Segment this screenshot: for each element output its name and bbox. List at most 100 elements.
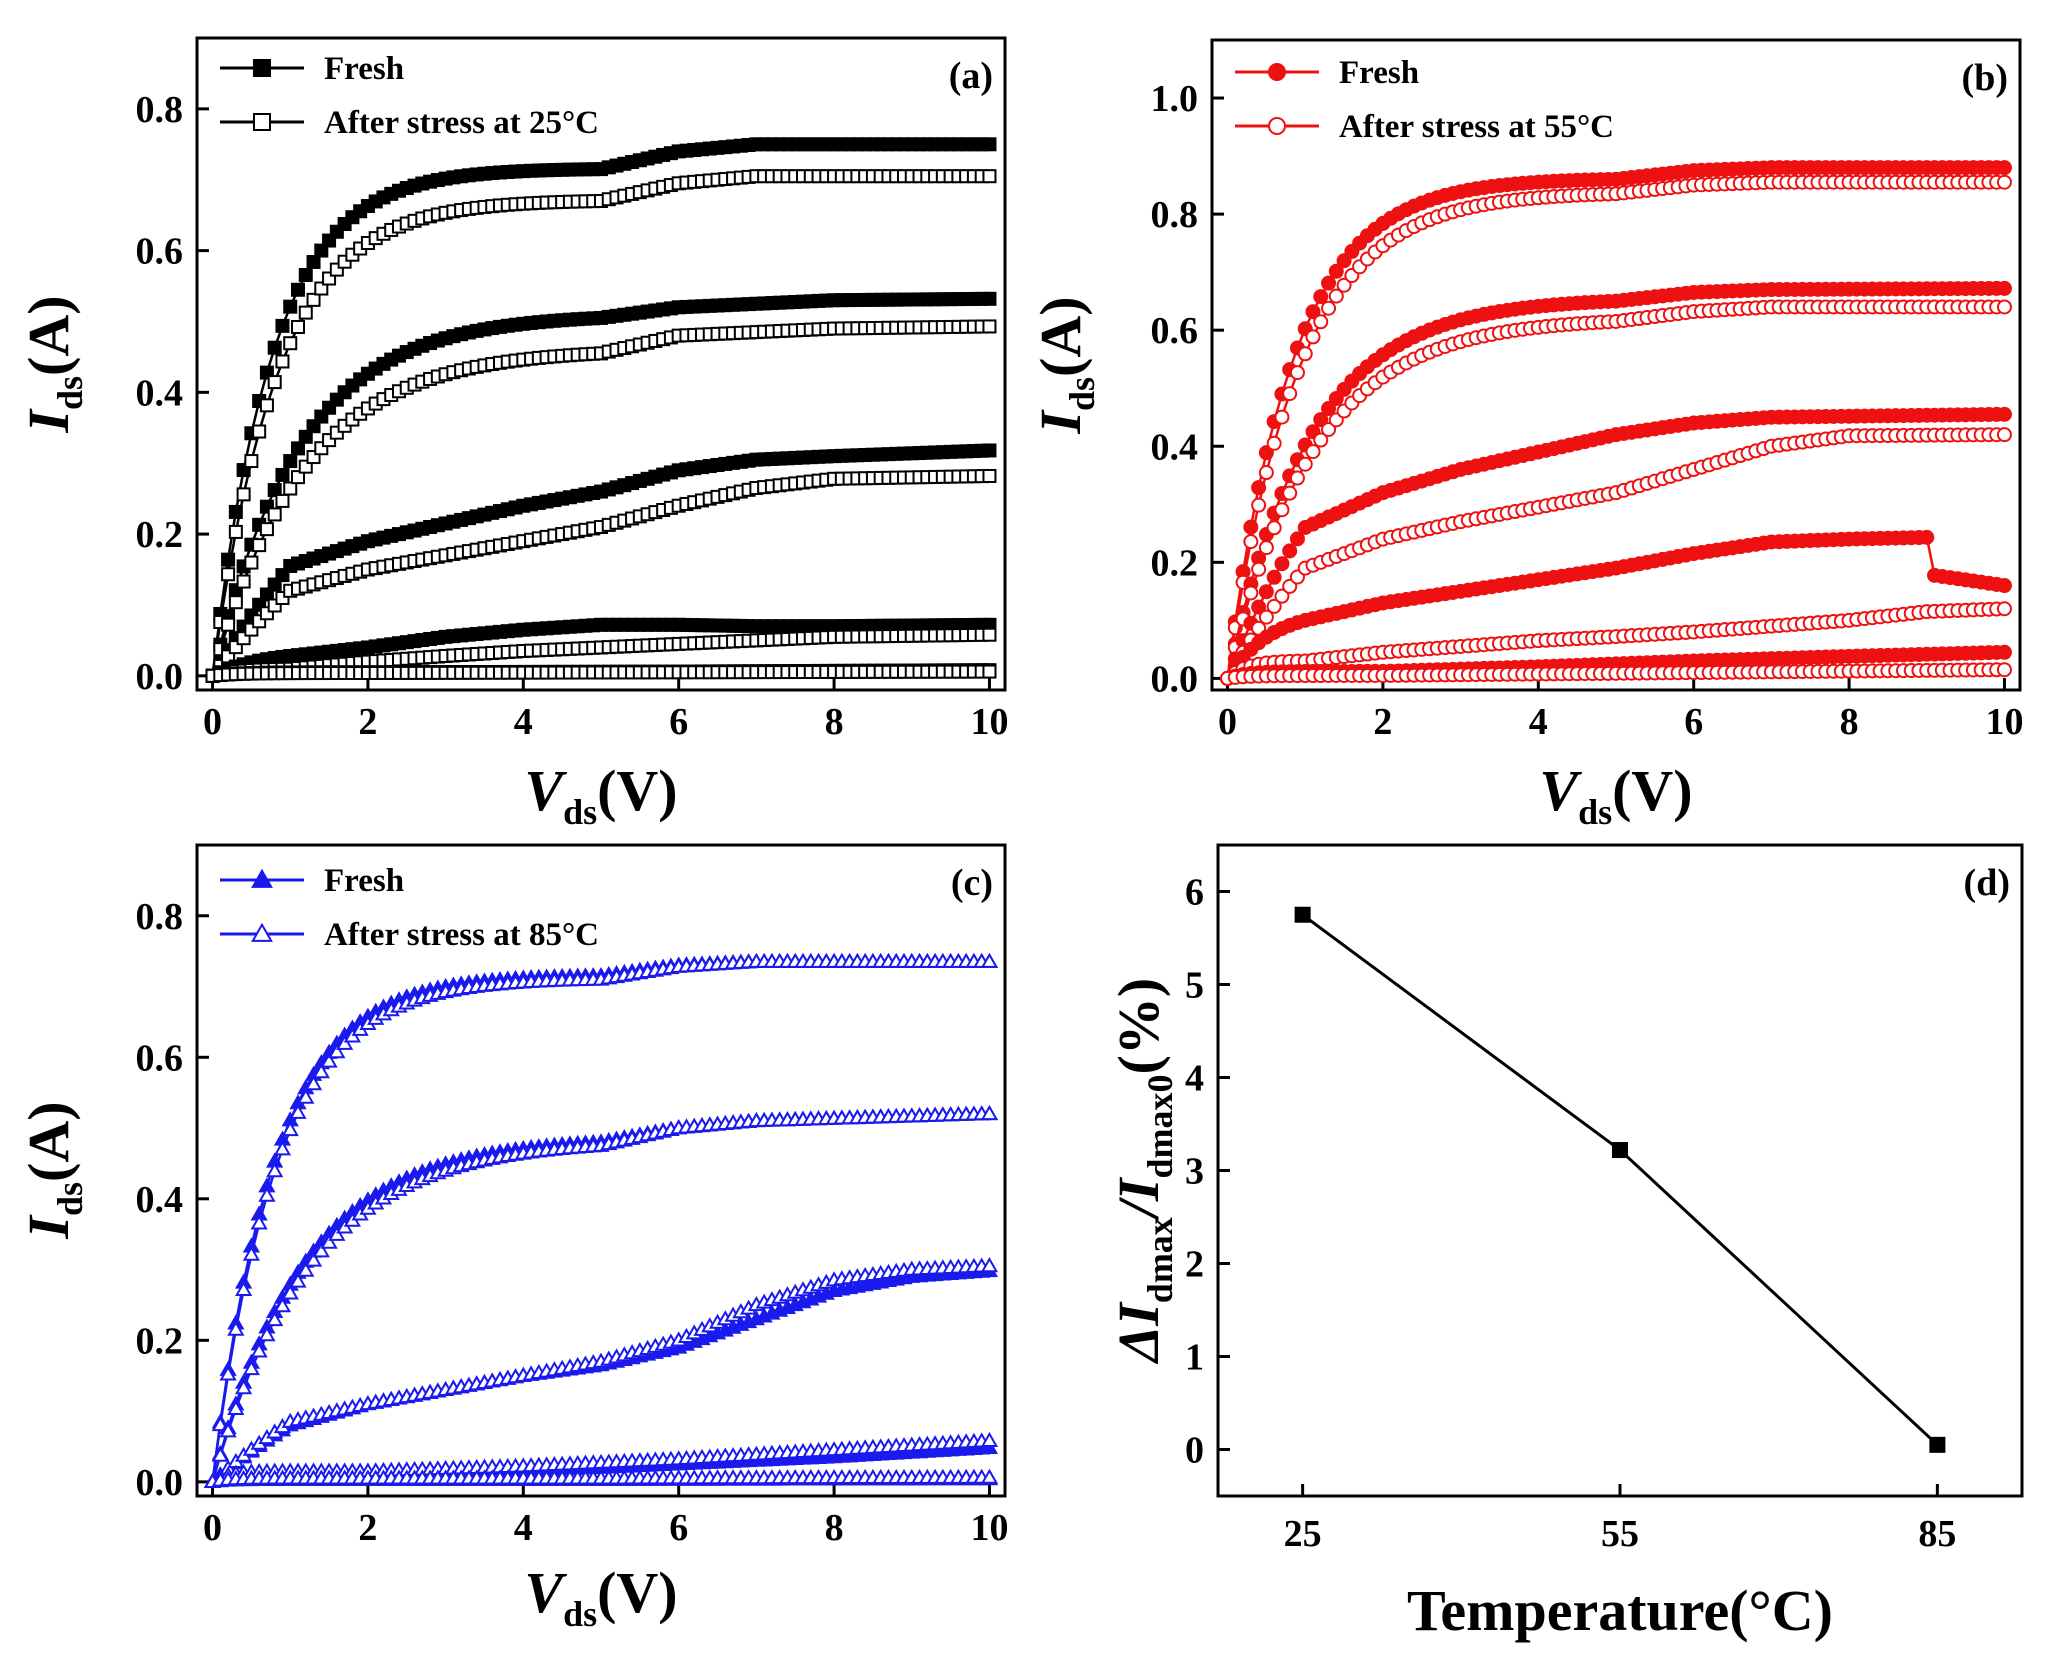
data-point bbox=[1266, 569, 1282, 585]
data-point bbox=[304, 1251, 323, 1267]
data-point bbox=[982, 169, 997, 184]
x-tick-label: 2 bbox=[358, 701, 377, 743]
data-point bbox=[1321, 421, 1337, 437]
x-tick-label: 0 bbox=[203, 1507, 222, 1549]
data-point bbox=[1996, 174, 2012, 190]
legend-label: Fresh bbox=[324, 863, 404, 899]
data-point bbox=[328, 1225, 346, 1241]
data-point bbox=[1996, 406, 2012, 422]
data-point bbox=[1313, 289, 1329, 305]
legend-item: Fresh bbox=[220, 51, 404, 87]
panel-b-chart: 0 2 4 6 8 10 0.0 0.2 0.4 0.6 0.8 1.0 Fresh After stre… bbox=[1028, 38, 2023, 832]
data-point bbox=[1305, 304, 1321, 320]
y-tick-label: 0.6 bbox=[136, 1037, 184, 1079]
data-point bbox=[1289, 531, 1305, 547]
series-line bbox=[211, 960, 990, 1482]
data-point bbox=[1274, 502, 1290, 518]
data-point bbox=[242, 1360, 261, 1376]
series-line bbox=[211, 174, 990, 676]
data-point bbox=[1336, 277, 1352, 293]
data-point bbox=[259, 522, 274, 537]
series-curve bbox=[203, 1257, 999, 1489]
panel-c-x-axis-label: Vds(V) bbox=[524, 1560, 677, 1634]
data-point bbox=[1243, 585, 1259, 601]
data-point bbox=[1996, 662, 2012, 678]
data-point bbox=[291, 282, 305, 297]
data-point bbox=[1258, 465, 1274, 481]
series-curve bbox=[1220, 299, 2012, 686]
data-point bbox=[1996, 280, 2012, 296]
y-tick-label: 0.8 bbox=[136, 896, 184, 938]
data-point bbox=[234, 1379, 253, 1395]
series-curve bbox=[203, 952, 999, 1489]
data-point bbox=[982, 291, 997, 306]
data-point bbox=[1612, 1142, 1628, 1159]
panel-b-label: (b) bbox=[1962, 57, 2008, 99]
y-tick-label: 0.2 bbox=[136, 514, 184, 556]
data-point bbox=[1251, 599, 1267, 615]
data-point bbox=[281, 1120, 299, 1137]
legend-label: After stress at 85°C bbox=[324, 917, 599, 953]
data-point bbox=[1282, 543, 1298, 559]
data-point bbox=[1919, 529, 1935, 545]
data-point bbox=[250, 1214, 268, 1230]
data-point bbox=[982, 443, 997, 458]
x-tick-label: 10 bbox=[1985, 701, 2023, 743]
x-tick-label: 8 bbox=[1840, 701, 1859, 743]
y-tick-label: 0 bbox=[1185, 1430, 1204, 1472]
series-curve bbox=[205, 291, 997, 683]
data-point bbox=[283, 454, 298, 469]
y-tick-label: 0.2 bbox=[136, 1320, 184, 1362]
series-curve bbox=[1220, 601, 2012, 686]
data-point bbox=[283, 336, 298, 351]
legend-label: After stress at 55°C bbox=[1339, 109, 1614, 145]
data-point bbox=[1251, 561, 1267, 577]
data-point bbox=[1258, 540, 1274, 556]
data-point bbox=[227, 1399, 245, 1415]
y-tick-label: 4 bbox=[1185, 1058, 1204, 1100]
series-curve bbox=[205, 664, 997, 683]
x-tick-label: 55 bbox=[1601, 1513, 1639, 1555]
panel-c-frame bbox=[195, 843, 1007, 1498]
legend-marker bbox=[1268, 63, 1286, 81]
y-tick-label: 6 bbox=[1185, 872, 1204, 914]
data-point bbox=[1996, 644, 2012, 660]
legend-label: After stress at 25°C bbox=[324, 105, 599, 141]
data-point bbox=[1313, 314, 1329, 330]
data-point bbox=[275, 318, 290, 333]
data-point bbox=[1289, 470, 1305, 486]
x-tick-label: 0 bbox=[1218, 701, 1237, 743]
y-tick-label: 1 bbox=[1185, 1337, 1204, 1379]
data-point bbox=[1243, 534, 1259, 550]
series-curve bbox=[203, 1104, 999, 1489]
data-point bbox=[266, 1162, 284, 1178]
series-curve bbox=[1220, 406, 2012, 686]
series-line bbox=[211, 1112, 990, 1483]
y-tick-label: 0.2 bbox=[1151, 542, 1199, 584]
data-point bbox=[982, 664, 997, 679]
data-point bbox=[1297, 346, 1313, 362]
panel-a-frame bbox=[195, 36, 1007, 692]
panel-a-y-axis-label: Ids(A) bbox=[16, 295, 90, 433]
data-point bbox=[234, 1280, 253, 1297]
x-tick-label: 4 bbox=[1529, 701, 1548, 743]
data-point bbox=[1328, 288, 1344, 304]
data-point bbox=[250, 1342, 268, 1358]
data-point bbox=[1996, 578, 2012, 594]
data-point bbox=[244, 454, 259, 469]
data-point bbox=[1313, 432, 1329, 448]
panel-a-label: (a) bbox=[949, 55, 993, 97]
data-point bbox=[1321, 401, 1337, 417]
data-point bbox=[1297, 456, 1313, 472]
data-point bbox=[1321, 300, 1337, 316]
data-point bbox=[297, 1261, 315, 1277]
series-curve bbox=[203, 1104, 999, 1489]
x-tick-label: 25 bbox=[1284, 1513, 1322, 1555]
series-curve bbox=[1220, 280, 2012, 686]
data-point bbox=[283, 299, 298, 314]
data-point bbox=[320, 1052, 338, 1068]
series-curve bbox=[203, 1431, 999, 1489]
x-tick-label: 10 bbox=[970, 701, 1008, 743]
y-tick-label: 0.4 bbox=[1151, 426, 1199, 468]
